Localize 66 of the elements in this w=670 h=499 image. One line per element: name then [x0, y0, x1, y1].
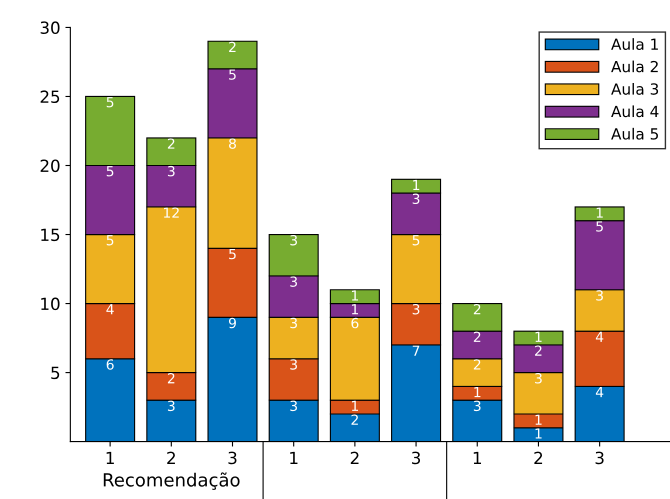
data-label: 3 — [412, 194, 420, 204]
y-tick-label: 20 — [40, 159, 60, 172]
data-label: 5 — [412, 235, 420, 246]
data-label: 2 — [168, 373, 174, 384]
y-tick-label: 15 — [41, 228, 60, 242]
data-label: 3 — [290, 318, 297, 328]
data-label: 1 — [474, 387, 480, 398]
data-label: 2 — [351, 414, 358, 425]
data-label: 1 — [352, 290, 358, 300]
data-label: 8 — [229, 138, 236, 149]
data-label: 3 — [535, 373, 542, 384]
data-label: 5 — [229, 69, 236, 80]
data-label: 4 — [596, 332, 604, 342]
data-label: 1 — [536, 414, 542, 425]
y-tick-label: 30 — [40, 21, 60, 34]
data-label: 5 — [596, 221, 603, 232]
data-label: 3 — [290, 276, 297, 287]
data-label: 1 — [596, 208, 603, 218]
data-label: 6 — [351, 318, 358, 328]
data-label: 3 — [290, 234, 297, 246]
data-label: 5 — [106, 166, 114, 176]
data-label: 1 — [413, 180, 420, 190]
y-tick-label: 5 — [51, 366, 60, 380]
data-label: 6 — [106, 359, 114, 370]
data-label: 3 — [168, 400, 175, 412]
data-label: 1 — [536, 332, 542, 342]
data-label: 12 — [164, 207, 179, 218]
data-label: 3 — [412, 304, 420, 314]
data-label: 3 — [290, 400, 297, 412]
data-label: 2 — [474, 332, 480, 342]
data-label: 5 — [106, 97, 114, 108]
x-tick-label: 3 — [228, 452, 236, 464]
data-label: 7 — [412, 346, 420, 356]
text: Recomendação — [104, 472, 240, 490]
legend-label: Aula 5 — [611, 128, 658, 140]
data-label: 9 — [228, 318, 236, 328]
data-label: 1 — [352, 400, 358, 411]
x-tick-label: 1 — [474, 452, 482, 464]
data-label: 1 — [536, 428, 542, 439]
data-label: 2 — [168, 138, 174, 149]
data-label: 3 — [596, 290, 603, 301]
data-label: 2 — [229, 42, 236, 52]
x-tick-label: 3 — [596, 452, 604, 464]
x-tick-label: 1 — [290, 452, 298, 464]
data-label: 4 — [106, 304, 114, 314]
data-label: 3 — [290, 359, 297, 370]
legend-label: Aula 3 — [611, 82, 658, 95]
y-tick-label: 10 — [41, 298, 60, 310]
legend-label: Aula 1 — [611, 38, 658, 50]
legend-label: Aula 2 — [611, 60, 658, 72]
data-label: 5 — [106, 235, 114, 246]
data-label: 3 — [474, 400, 481, 412]
y-tick-label: 25 — [40, 90, 60, 104]
x-tick-label: 3 — [412, 452, 420, 464]
data-label: 4 — [596, 387, 604, 398]
x-tick-label: 2 — [534, 452, 542, 464]
data-label: 2 — [474, 304, 480, 314]
x-tick-label: 1 — [106, 452, 114, 464]
data-label: 2 — [474, 359, 480, 370]
data-label: 2 — [535, 345, 542, 356]
x-tick-label: 2 — [167, 452, 175, 464]
x-tick-label: 2 — [350, 452, 359, 464]
legend-label: Aula 4 — [611, 105, 658, 118]
data-label: 3 — [168, 166, 175, 176]
data-label: 5 — [229, 248, 236, 260]
data-label: 1 — [352, 304, 358, 314]
